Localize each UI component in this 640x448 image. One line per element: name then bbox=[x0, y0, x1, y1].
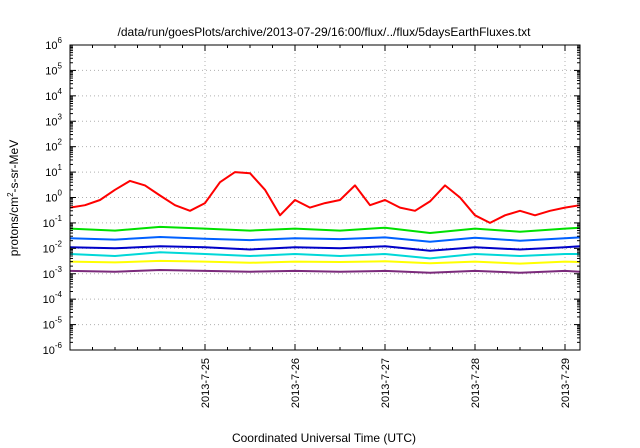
y-tick-label: 103 bbox=[45, 112, 62, 128]
y-tick-label: 10-6 bbox=[43, 341, 63, 357]
chart-title: /data/run/goesPlots/archive/2013-07-29/1… bbox=[118, 25, 532, 39]
y-axis-label-rest: -s-sr-MeV bbox=[7, 140, 21, 193]
y-tick-labels: 10-6 10-5 10-4 10-3 10-2 10-1 100 101 102 103 104 1… bbox=[43, 36, 63, 357]
y-tick-label: 10-4 bbox=[43, 290, 63, 306]
series-group bbox=[69, 171, 581, 274]
x-tick-label: 2013-7-25 bbox=[200, 358, 212, 408]
y-tick-label: 106 bbox=[45, 36, 62, 52]
x-tick-label: 2013-7-27 bbox=[380, 358, 392, 408]
y-tick-label: 10-3 bbox=[43, 265, 63, 281]
series-line bbox=[69, 225, 581, 234]
x-tick-label: 2013-7-28 bbox=[470, 358, 482, 408]
y-tick-label: 104 bbox=[45, 87, 62, 103]
y-tick-label: 10-1 bbox=[43, 214, 63, 230]
series-line bbox=[69, 245, 581, 252]
y-axis-label-superscript: 2 bbox=[6, 192, 15, 197]
series-line bbox=[69, 236, 581, 243]
axis-ticks bbox=[70, 44, 580, 351]
series-line bbox=[69, 171, 581, 224]
x-tick-label: 2013-7-29 bbox=[560, 358, 572, 408]
x-tick-labels: 2013-7-25 2013-7-26 2013-7-27 2013-7-28 2013… bbox=[200, 358, 572, 408]
series-line bbox=[69, 269, 581, 274]
series-line bbox=[69, 251, 580, 260]
y-tick-label: 102 bbox=[45, 138, 62, 154]
y-tick-label: 101 bbox=[45, 163, 62, 179]
x-tick-label: 2013-7-26 bbox=[290, 358, 302, 408]
y-tick-label: 100 bbox=[45, 189, 62, 205]
grid-lines bbox=[70, 45, 580, 350]
y-axis-label: protons/cm2-s-sr-MeV bbox=[6, 140, 21, 256]
series-line bbox=[69, 259, 581, 265]
x-axis-label: Coordinated Universal Time (UTC) bbox=[232, 431, 416, 445]
y-axis-label-base: protons/cm bbox=[7, 197, 21, 256]
y-tick-label: 10-5 bbox=[43, 316, 63, 332]
y-tick-label: 10-2 bbox=[43, 239, 63, 255]
y-tick-label: 105 bbox=[45, 61, 62, 77]
